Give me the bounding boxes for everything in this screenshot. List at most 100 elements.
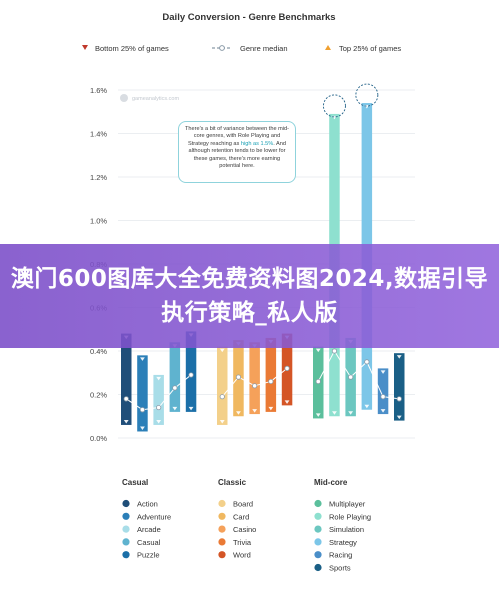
median-point: [156, 404, 162, 411]
legend-genre-label: Word: [233, 551, 251, 560]
legend-genre-label: Card: [233, 512, 249, 521]
legend-swatch-icon: [314, 538, 322, 546]
legend-swatch-icon: [314, 525, 322, 533]
bar-board: [217, 346, 228, 425]
bar-action: [121, 333, 132, 425]
median-line: [334, 350, 352, 378]
legend-group-title: Mid-core: [314, 478, 348, 487]
y-tick-label: 1.0%: [90, 217, 107, 226]
legend-genre-label: Multiplayer: [329, 500, 366, 509]
legend-genre-label: Arcade: [137, 525, 161, 534]
bar-arcade: [153, 374, 164, 425]
bottom-marker-icon: [140, 426, 145, 430]
legend-swatch-icon: [314, 563, 322, 572]
median-point: [252, 383, 258, 389]
genre-legend: Casual Action Adventure Arcade Casual Puzzle C…: [122, 478, 371, 573]
median-point: [235, 374, 242, 380]
bottom-marker-icon: [332, 411, 337, 415]
legend-swatch-icon: [218, 512, 226, 520]
top-marker-icon: [140, 357, 145, 361]
bottom-marker-icon: [252, 409, 258, 413]
legend-swatch-icon: [122, 525, 130, 533]
bottom-marker-icon: [380, 409, 386, 413]
legend-genre-label: Strategy: [329, 538, 357, 547]
legend-swatch-icon: [122, 551, 130, 559]
bar-casual: [169, 342, 181, 412]
bottom-marker-icon: [172, 406, 178, 411]
median-line: [158, 387, 176, 408]
legend-top-icon: [325, 45, 331, 50]
legend-swatch-icon: [122, 499, 130, 508]
median-line: [350, 361, 368, 378]
median-point: [139, 407, 146, 413]
bottom-marker-icon: [315, 413, 321, 417]
bottom-marker-icon: [219, 419, 225, 424]
y-tick-label: 0.0%: [90, 434, 107, 443]
legend-genre-label: Board: [233, 500, 253, 509]
bar-trivia: [265, 337, 277, 412]
median-line: [382, 396, 400, 400]
median-point: [219, 394, 225, 400]
y-tick-label: 0.4%: [90, 347, 107, 356]
legend-swatch-icon: [314, 499, 322, 508]
y-tick-label: 1.2%: [90, 173, 107, 182]
legend-genre-label: Simulation: [329, 525, 364, 534]
bar-adventure: [137, 355, 148, 432]
promo-banner: 澳门600图库大全免费资料图2024,数据引导执行策略_私人版: [0, 244, 499, 348]
median-point: [268, 378, 274, 385]
median-point: [188, 372, 194, 378]
watermark: gameanalytics.com: [132, 96, 179, 102]
bottom-marker-icon: [364, 404, 370, 409]
median-point: [315, 378, 321, 385]
legend-top-label: Top 25% of games: [339, 44, 401, 53]
highlight-ring: [355, 83, 379, 107]
legend-genre-label: Action: [137, 500, 158, 509]
median-point: [172, 385, 178, 391]
bottom-marker-icon: [236, 411, 241, 415]
legend-bottom-label: Bottom 25% of games: [95, 44, 169, 53]
bottom-marker-icon: [188, 406, 194, 411]
median-line: [366, 361, 384, 397]
bottom-marker-icon: [156, 419, 162, 424]
legend-swatch-icon: [122, 512, 130, 520]
legend-group-title: Casual: [122, 478, 148, 487]
median-line: [254, 380, 271, 387]
median-point: [364, 359, 370, 365]
top-marker-icon: [396, 355, 402, 359]
bottom-marker-icon: [284, 400, 290, 404]
median-line: [270, 368, 288, 382]
legend-swatch-icon: [218, 525, 226, 533]
callout-text-after: . And although retention tends to be low…: [188, 140, 286, 170]
y-tick-label: 0.2%: [90, 391, 107, 400]
legend-swatch-icon: [314, 512, 322, 520]
y-tick-label: 1.6%: [90, 86, 107, 95]
legend-genre-label: Adventure: [137, 512, 171, 521]
top-marker-icon: [156, 376, 162, 381]
legend-genre-label: Casino: [233, 525, 256, 534]
legend-swatch-icon: [122, 538, 130, 546]
top-marker-icon: [315, 348, 321, 353]
legend-swatch-icon: [218, 538, 226, 546]
top-marker-icon: [380, 370, 386, 374]
bottom-marker-icon: [268, 406, 274, 411]
chart-title: Daily Conversion - Genre Benchmarks: [162, 12, 335, 23]
bar-racing: [377, 368, 389, 415]
banner-text: 澳门600图库大全免费资料图2024,数据引导执行策略_私人版: [10, 266, 489, 326]
legend-bottom-icon: [82, 45, 88, 50]
legend-group-title: Classic: [218, 478, 247, 487]
legend-genre-label: Puzzle: [137, 551, 160, 560]
callout-text-before: There's a bit of variance between the mi…: [185, 126, 289, 147]
median-line: [174, 374, 192, 389]
median-line: [238, 376, 255, 387]
legend-median-icon: [219, 45, 225, 51]
legend-genre-label: Sports: [329, 564, 351, 573]
median-point: [348, 374, 354, 380]
legend-median-label: Genre median: [240, 44, 288, 53]
median-point: [380, 394, 386, 400]
bar-casino: [249, 342, 260, 415]
bottom-marker-icon: [123, 419, 129, 424]
legend-genre-label: Trivia: [233, 538, 252, 547]
median-point: [123, 396, 129, 402]
legend-swatch-icon: [218, 551, 226, 559]
bottom-marker-icon: [348, 411, 354, 415]
